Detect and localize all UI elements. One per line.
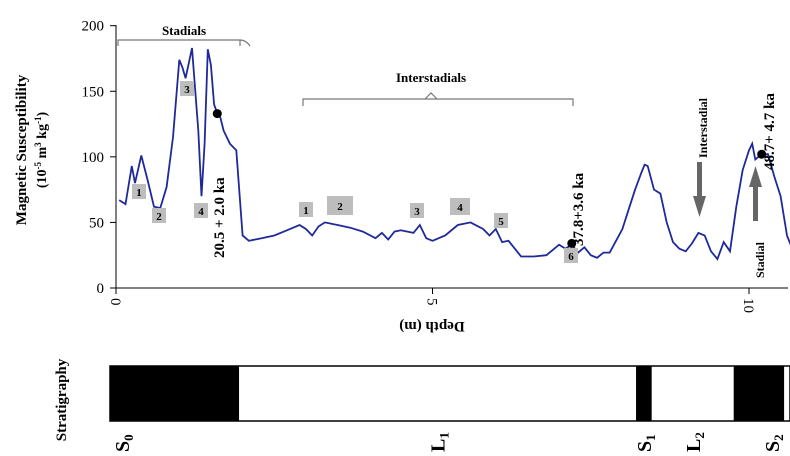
date-label-2: 37.8+3.6 ka	[571, 172, 587, 246]
stratigraphy-unit	[733, 366, 785, 421]
interstadial-marker-2: 2	[327, 196, 353, 215]
marker-label: 5	[498, 216, 504, 228]
stratigraphy-unit-label: L2	[683, 432, 707, 452]
interstadials-bracket	[302, 98, 574, 106]
stadials-label: Stadials	[162, 23, 206, 38]
y-tick-label: 200	[82, 19, 105, 35]
stratigraphy-labels: S0 L1 S1 L2 S2	[112, 432, 786, 452]
stadial-arrow-label: Stadial	[753, 241, 767, 278]
stadials-bracket-end	[239, 39, 251, 47]
interstadials-label: Interstadials	[396, 70, 466, 85]
marker-box	[450, 198, 470, 215]
interstadial-marker-6: 6	[564, 248, 578, 263]
stadial-marker-2: 2	[152, 208, 166, 223]
marker-box	[410, 203, 424, 218]
stratigraphy-unit	[651, 366, 734, 421]
marker-box	[152, 208, 166, 223]
marker-box	[132, 184, 146, 199]
y-tick-label: 150	[82, 84, 105, 100]
interstadials-bracket-center	[424, 92, 438, 100]
marker-label: 4	[198, 206, 204, 218]
y-tick-label: 0	[97, 281, 105, 297]
stratigraphy-unit	[636, 366, 652, 421]
marker-box	[180, 81, 194, 96]
stratigraphy-label: Stratigraphy	[54, 358, 70, 441]
interstadial-marker-1: 1	[299, 202, 313, 217]
down-arrow-icon	[693, 162, 706, 217]
interstadial-marker-4: 4	[450, 198, 470, 215]
stratigraphy-bar	[110, 366, 785, 421]
stadial-marker-3: 3	[180, 81, 194, 96]
y-tick-label: 50	[89, 215, 104, 231]
marker-label: 2	[337, 201, 343, 213]
y-axis-units: (10-5 m3 kg-1)	[33, 112, 50, 189]
stadials-bracket	[117, 39, 241, 46]
stratigraphy-unit-label: S2	[762, 434, 786, 452]
x-tick-label: 10	[740, 298, 756, 313]
stratigraphy-frame	[109, 365, 790, 422]
marker-label: 3	[184, 84, 190, 96]
stratigraphy-unit-label: S0	[112, 434, 136, 452]
stadial-marker-1: 1	[132, 184, 146, 199]
stratigraphy-unit-label: S1	[634, 434, 658, 452]
marker-label: 1	[303, 205, 309, 217]
interstadial-arrow-label: Interstadial	[696, 97, 710, 158]
x-axis-label: Depth (m)	[399, 318, 464, 334]
y-tick-label: 100	[82, 150, 105, 166]
dated-points	[212, 109, 767, 248]
marker-label: 1	[136, 187, 142, 199]
marker-label: 2	[156, 211, 162, 223]
marker-box	[494, 213, 508, 228]
marker-label: 4	[457, 202, 463, 214]
up-arrow-icon	[749, 166, 762, 221]
x-tick-label: 0	[107, 298, 123, 306]
marker-box	[564, 248, 578, 263]
dated-point	[212, 109, 222, 119]
susceptibility-line	[118, 47, 790, 261]
marker-label: 6	[568, 251, 574, 263]
x-tick-label: 5	[424, 298, 440, 306]
interstadial-marker-5: 5	[494, 213, 508, 228]
y-ticks: 0 50 100 150 200	[82, 19, 116, 297]
dated-point	[757, 149, 767, 159]
x-ticks: 0 5 10	[107, 288, 756, 313]
dated-point	[567, 238, 577, 248]
y-axis-label: Magnetic Susceptibility	[14, 74, 30, 225]
stratigraphy-unit	[239, 366, 637, 421]
date-label-3: 48.7+ 4.7 ka	[762, 93, 778, 170]
marker-box	[327, 196, 353, 215]
date-label-1: 20.5 + 2.0 ka	[212, 177, 228, 258]
marker-box	[299, 202, 313, 217]
y-axis-label-group: Magnetic Susceptibility (10-5 m3 kg-1)	[14, 74, 50, 225]
stadial-marker-4: 4	[194, 203, 208, 218]
stratigraphy-unit	[110, 366, 240, 421]
interstadial-marker-3: 3	[410, 203, 424, 218]
stratigraphy-unit-label: L1	[428, 432, 452, 452]
marker-box	[194, 203, 208, 218]
marker-label: 3	[414, 206, 420, 218]
